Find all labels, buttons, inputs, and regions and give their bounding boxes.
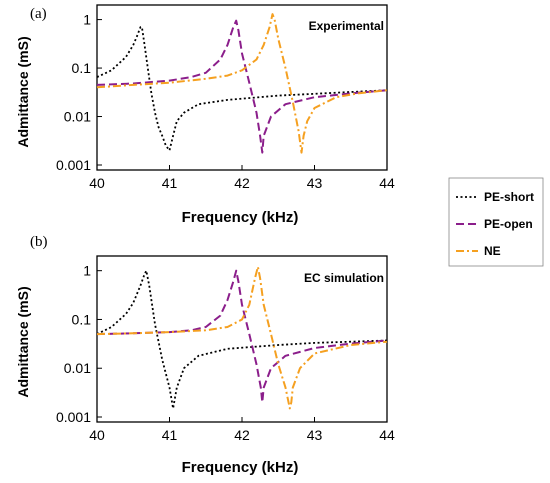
panel-a-series-ne (96, 13, 388, 154)
panel-b-series (96, 265, 388, 410)
panel-b-xlabel: Frequency (kHz) (182, 459, 299, 476)
panel-a-xtick-label: 43 (307, 175, 323, 191)
legend-box (448, 177, 544, 267)
panel-a-series-pe-open (96, 19, 388, 154)
panel-a-series-pe-short (96, 26, 388, 152)
panel-b-xtick-label: 41 (162, 427, 178, 443)
panel-b-title: EC simulation (304, 271, 384, 285)
panel-b-series-pe-short (96, 269, 388, 410)
panel-b-ytick-label: 0.001 (56, 409, 91, 425)
panel-b-ytick-label: 0.01 (64, 360, 91, 376)
panel-b-series-ne (96, 265, 388, 410)
panel-b-xtick-label: 40 (89, 427, 105, 443)
panel-a-ticks: 40 41 42 43 44 0.001 0.01 0.1 1 (56, 12, 395, 191)
panel-a-xtick-label: 40 (89, 175, 105, 191)
legend: PE-short PE-open NE (448, 177, 544, 267)
panel-b-series-pe-open (96, 269, 388, 404)
panel-a-ytick-label: 0.01 (64, 109, 91, 125)
legend-items: PE-short PE-open NE (456, 190, 534, 258)
legend-label-pe-open: PE-open (484, 217, 533, 231)
panel-a-series (96, 13, 388, 154)
panel-b-label: (b) (30, 234, 48, 250)
panel-a: (a) Experimental Frequency (kHz) Admitta… (15, 4, 395, 226)
panel-a-xlabel: Frequency (kHz) (182, 209, 299, 226)
panel-a-ytick-label: 0.001 (56, 157, 91, 173)
panel-a-label: (a) (30, 6, 47, 22)
panel-a-xtick-label: 44 (379, 175, 395, 191)
panel-a-xtick-label: 42 (234, 175, 250, 191)
panel-a-ylabel: Admittance (mS) (15, 36, 31, 147)
legend-label-ne: NE (484, 244, 501, 258)
panel-b-ytick-label: 1 (83, 263, 91, 279)
panel-b-ytick-label: 0.1 (72, 311, 92, 327)
panel-a-ytick-label: 0.1 (72, 60, 92, 76)
panel-b-ylabel: Admittance (mS) (15, 286, 31, 397)
panel-b-ticks: 40 41 42 43 44 0.001 0.01 0.1 1 (56, 263, 395, 443)
panel-b-xtick-label: 44 (379, 427, 395, 443)
panel-b-xtick-label: 42 (234, 427, 250, 443)
panel-a-xtick-label: 41 (162, 175, 178, 191)
panel-b: (b) EC simulation Frequency (kHz) Admitt… (15, 234, 395, 476)
panel-a-ytick-label: 1 (83, 12, 91, 28)
panel-a-title: Experimental (309, 19, 384, 33)
panel-b-xtick-label: 43 (307, 427, 323, 443)
legend-label-pe-short: PE-short (484, 190, 534, 204)
